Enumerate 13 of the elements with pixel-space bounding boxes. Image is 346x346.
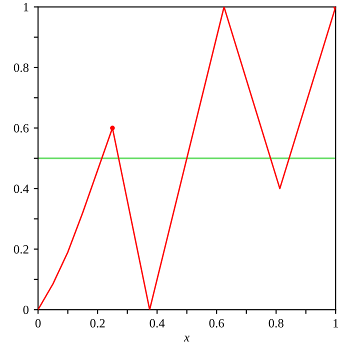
y-tick-label: 1 xyxy=(24,3,28,12)
y-tick-label: 0.8 xyxy=(14,63,29,72)
y-tick-label: 0.4 xyxy=(14,184,29,194)
y-tick-label: 0 xyxy=(23,306,29,314)
y-tick-label: 0.2 xyxy=(14,245,28,254)
x-tick-label: 0.6 xyxy=(209,319,224,328)
x-axis-title: x xyxy=(184,336,190,342)
x-tick-label: 0.4 xyxy=(150,319,165,328)
x-tick-label: 1 xyxy=(334,319,338,328)
y-tick-label: 0.6 xyxy=(14,124,29,133)
x-tick-label: 0 xyxy=(35,319,41,328)
x-tick-label: 0.2 xyxy=(90,319,105,328)
x-tick-label: 0.8 xyxy=(268,319,284,328)
